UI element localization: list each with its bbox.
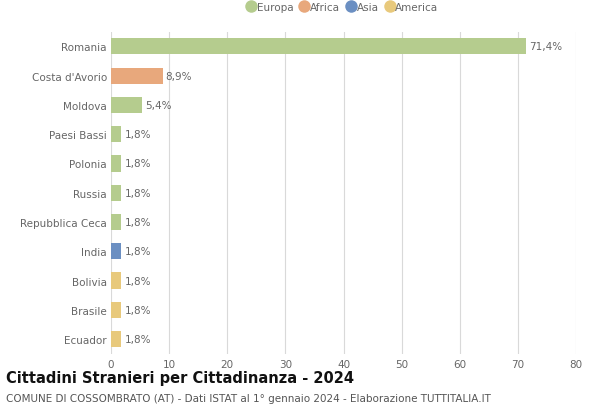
- Text: 5,4%: 5,4%: [145, 101, 172, 111]
- Text: COMUNE DI COSSOMBRATO (AT) - Dati ISTAT al 1° gennaio 2024 - Elaborazione TUTTIT: COMUNE DI COSSOMBRATO (AT) - Dati ISTAT …: [6, 393, 491, 403]
- Text: 1,8%: 1,8%: [124, 130, 151, 140]
- Text: 1,8%: 1,8%: [124, 276, 151, 286]
- Bar: [111, 214, 121, 230]
- Bar: [111, 156, 121, 172]
- Bar: [111, 302, 121, 318]
- Text: 1,8%: 1,8%: [124, 159, 151, 169]
- Bar: [111, 331, 121, 347]
- Bar: [111, 98, 142, 114]
- Text: Cittadini Stranieri per Cittadinanza - 2024: Cittadini Stranieri per Cittadinanza - 2…: [6, 370, 354, 385]
- Text: 1,8%: 1,8%: [124, 305, 151, 315]
- Text: 1,8%: 1,8%: [124, 247, 151, 256]
- Bar: [111, 244, 121, 260]
- Text: 1,8%: 1,8%: [124, 188, 151, 198]
- Text: 71,4%: 71,4%: [529, 42, 562, 52]
- Bar: [111, 127, 121, 143]
- Bar: [111, 39, 526, 55]
- Bar: [111, 185, 121, 201]
- Text: 8,9%: 8,9%: [166, 72, 192, 81]
- Bar: [111, 273, 121, 289]
- Bar: [111, 68, 163, 85]
- Text: 1,8%: 1,8%: [124, 334, 151, 344]
- Text: 1,8%: 1,8%: [124, 218, 151, 227]
- Legend: Europa, Africa, Asia, America: Europa, Africa, Asia, America: [247, 1, 440, 15]
